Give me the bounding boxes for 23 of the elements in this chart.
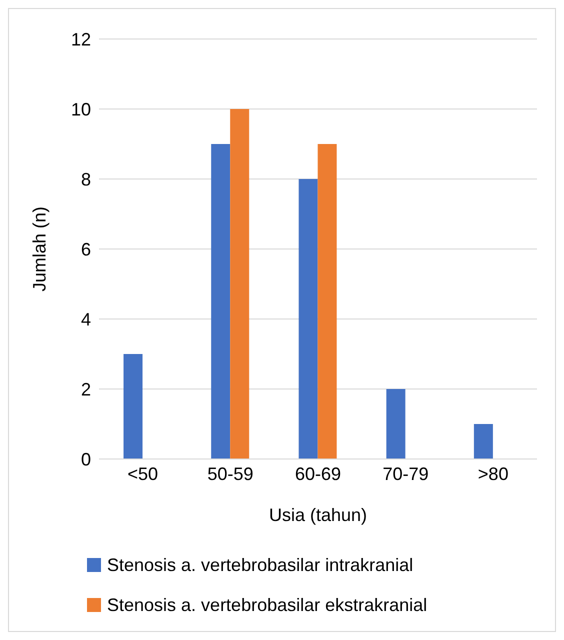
- bar: [230, 109, 250, 459]
- legend-label: Stenosis a. vertebrobasilar intrakranial: [107, 554, 414, 577]
- x-tick-label: 50-59: [207, 464, 254, 484]
- x-tick-label: 60-69: [294, 464, 342, 484]
- y-tick-label: 2: [80, 379, 91, 400]
- legend-label: Stenosis a. vertebrobasilar ekstrakranial: [107, 594, 428, 617]
- bar: [298, 179, 318, 459]
- y-tick-label: 6: [80, 239, 91, 260]
- bar: [124, 354, 143, 459]
- y-axis-title: Jumlah (n): [29, 206, 50, 292]
- y-tick-label: 12: [70, 29, 91, 50]
- bar: [474, 424, 493, 459]
- x-tick-label: <50: [128, 464, 158, 484]
- x-axis-title: Usia (tahun): [268, 505, 368, 525]
- y-tick-label: 8: [80, 169, 91, 190]
- y-tick-label: 10: [70, 99, 91, 120]
- bar: [386, 389, 406, 459]
- x-tick-label: >80: [478, 464, 508, 484]
- y-tick-label: 4: [80, 309, 91, 330]
- y-tick-label: 0: [80, 449, 91, 470]
- bar: [318, 144, 337, 459]
- bar: [211, 144, 230, 459]
- x-tick-label: 70-79: [382, 464, 429, 484]
